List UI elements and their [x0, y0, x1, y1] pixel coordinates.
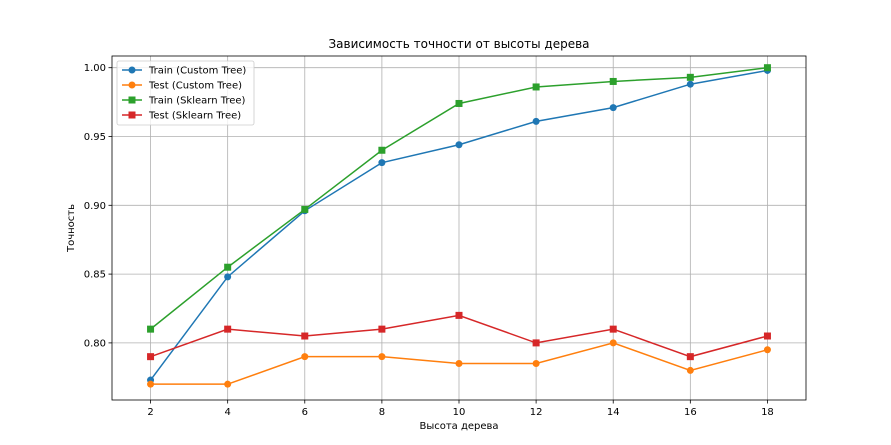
legend-item: Train (Sklearn Tree): [122, 96, 246, 107]
data-point: [686, 353, 694, 361]
data-point: [532, 360, 540, 368]
data-point: [378, 353, 386, 361]
data-point: [686, 80, 694, 88]
legend-frame: [116, 60, 255, 126]
data-point: [686, 366, 694, 374]
y-axis-ticks: 0.80 0.85 0.90 0.95 1.00: [84, 63, 112, 349]
data-point: [378, 146, 386, 154]
legend-label: Test (Custom Tree): [148, 81, 242, 92]
data-point: [455, 141, 463, 149]
data-point: [532, 117, 540, 125]
legend-item: Test (Custom Tree): [122, 81, 242, 92]
y-tick-label: 0.95: [84, 132, 106, 143]
data-point: [147, 353, 155, 361]
legend-marker: [128, 81, 136, 89]
data-point: [455, 311, 463, 319]
x-tick-label: 12: [530, 407, 543, 418]
x-tick-label: 6: [302, 407, 308, 418]
data-point: [378, 159, 386, 167]
data-point: [532, 83, 540, 91]
data-point: [301, 332, 309, 340]
legend-marker: [128, 111, 136, 119]
y-axis-label: Точность: [66, 204, 77, 253]
data-point: [763, 332, 771, 340]
chart-title: Зависимость точности от высоты дерева: [328, 37, 589, 51]
data-point: [224, 325, 232, 333]
legend-label: Train (Custom Tree): [148, 66, 246, 77]
data-point: [301, 205, 309, 213]
y-tick-label: 0.90: [84, 201, 106, 212]
data-point: [224, 380, 232, 388]
legend-label: Train (Sklearn Tree): [148, 96, 246, 107]
series-2: [147, 64, 771, 333]
series-3: [147, 311, 771, 361]
x-tick-label: 8: [379, 407, 385, 418]
x-axis-label: Высота дерева: [419, 421, 498, 432]
data-point: [609, 339, 617, 347]
legend: Train (Custom Tree) Test (Custom Tree) Tra…: [116, 60, 255, 126]
data-point: [686, 73, 694, 81]
legend-item: Train (Custom Tree): [122, 66, 246, 77]
series-1: [147, 339, 771, 388]
y-tick-label: 0.80: [84, 338, 106, 349]
data-point: [609, 104, 617, 112]
data-point: [532, 339, 540, 347]
data-point: [609, 77, 617, 85]
legend-item: Test (Sklearn Tree): [122, 111, 241, 122]
data-point: [224, 273, 232, 281]
legend-label: Test (Sklearn Tree): [148, 111, 241, 122]
x-tick-label: 16: [684, 407, 697, 418]
data-point: [147, 325, 155, 333]
x-tick-label: 4: [224, 407, 230, 418]
data-point: [301, 353, 309, 361]
data-point: [609, 325, 617, 333]
data-point: [455, 99, 463, 107]
data-point: [378, 325, 386, 333]
y-tick-label: 1.00: [84, 63, 106, 74]
x-tick-label: 14: [607, 407, 620, 418]
x-tick-label: 10: [453, 407, 466, 418]
data-point: [147, 380, 155, 388]
data-point: [455, 360, 463, 368]
series-layer: [147, 64, 771, 388]
data-point: [763, 346, 771, 354]
x-axis-ticks: 2 4 6 8 10 12 14 16 18: [147, 400, 774, 418]
y-tick-label: 0.85: [84, 270, 106, 281]
data-point: [763, 64, 771, 72]
x-tick-label: 2: [147, 407, 153, 418]
legend-marker: [128, 66, 136, 74]
legend-marker: [128, 96, 136, 104]
data-point: [224, 263, 232, 271]
x-tick-label: 18: [761, 407, 774, 418]
